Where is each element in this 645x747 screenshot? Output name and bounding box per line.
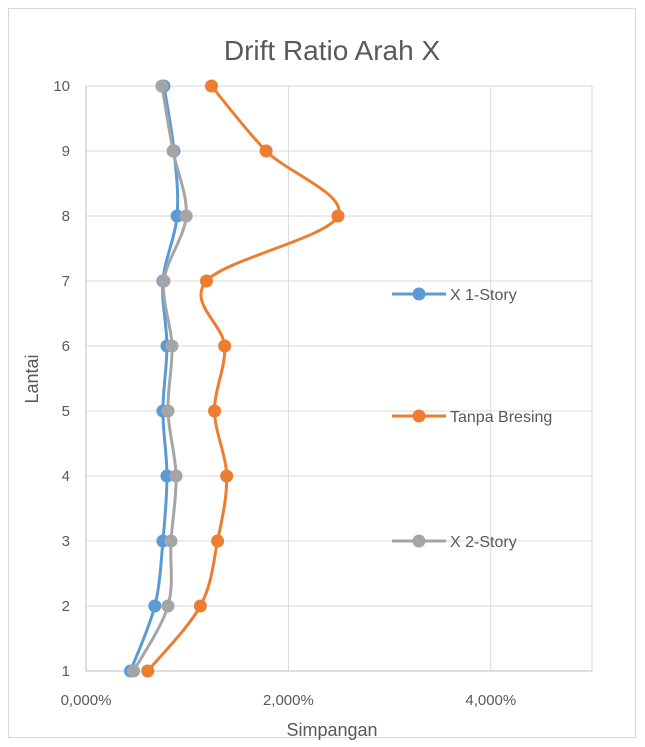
x-tick-label: 0,000% [61,692,112,709]
x-tick-label: 2,000% [263,692,314,709]
data-point-x-1-story [160,469,174,483]
y-axis-title: Lantai [22,354,42,403]
legend: X 1-Story Tanpa Bresing X 2-Story [392,287,552,551]
y-tick-labels: 1 2 3 4 5 6 7 8 9 10 [53,78,70,680]
data-point-x-2-story [164,534,178,548]
data-point-x-2-story [157,274,171,288]
data-point-tanpa-bresing [204,79,218,93]
data-point-x-1-story [148,599,162,613]
legend-label-x-2-story: X 2-Story [450,534,517,551]
x-tick-label: 4,000% [465,692,516,709]
data-point-x-2-story [179,209,193,223]
data-point-x-2-story [155,79,169,93]
series-line-x-1-story [129,85,180,672]
y-tick-label: 8 [62,208,70,225]
data-point-x-1-story [170,209,184,223]
data-point-tanpa-bresing [211,534,225,548]
series-line-tanpa-bresing [146,85,341,672]
x-axis-title: Simpangan [286,720,377,740]
data-point-tanpa-bresing [259,144,273,158]
y-tick-label: 9 [62,143,70,160]
y-tick-label: 5 [62,403,70,420]
legend-label-x-1-story: X 1-Story [450,287,517,304]
y-tick-label: 6 [62,338,70,355]
chart-title: Drift Ratio Arah X [224,35,441,66]
data-point-tanpa-bresing [218,339,232,353]
series-line-x-2-story [132,85,188,672]
data-point-x-2-story [161,404,175,418]
legend-swatch-marker [412,287,426,301]
legend-swatch-marker [412,409,426,423]
legend-label-tanpa-bresing: Tanpa Bresing [450,409,552,426]
data-point-x-2-story [166,144,180,158]
gridlines [85,85,593,672]
y-tick-label: 3 [62,533,70,550]
data-point-tanpa-bresing [220,469,234,483]
series-group [124,79,345,678]
data-point-tanpa-bresing [141,664,155,678]
data-point-tanpa-bresing [331,209,345,223]
data-point-x-2-story [165,339,179,353]
data-point-tanpa-bresing [208,404,222,418]
x-tick-labels: 0,000% 2,000% 4,000% [61,692,517,709]
y-tick-label: 4 [62,468,70,485]
y-tick-label: 1 [62,663,70,680]
y-tick-label: 7 [62,273,70,290]
y-tick-label: 10 [53,78,70,95]
y-tick-label: 2 [62,598,70,615]
chart-frame [8,8,636,738]
data-point-x-2-story [161,599,175,613]
data-point-tanpa-bresing [199,274,213,288]
data-point-x-2-story [127,664,141,678]
data-point-tanpa-bresing [193,599,207,613]
legend-swatch-marker [412,534,426,548]
data-point-x-2-story [169,469,183,483]
